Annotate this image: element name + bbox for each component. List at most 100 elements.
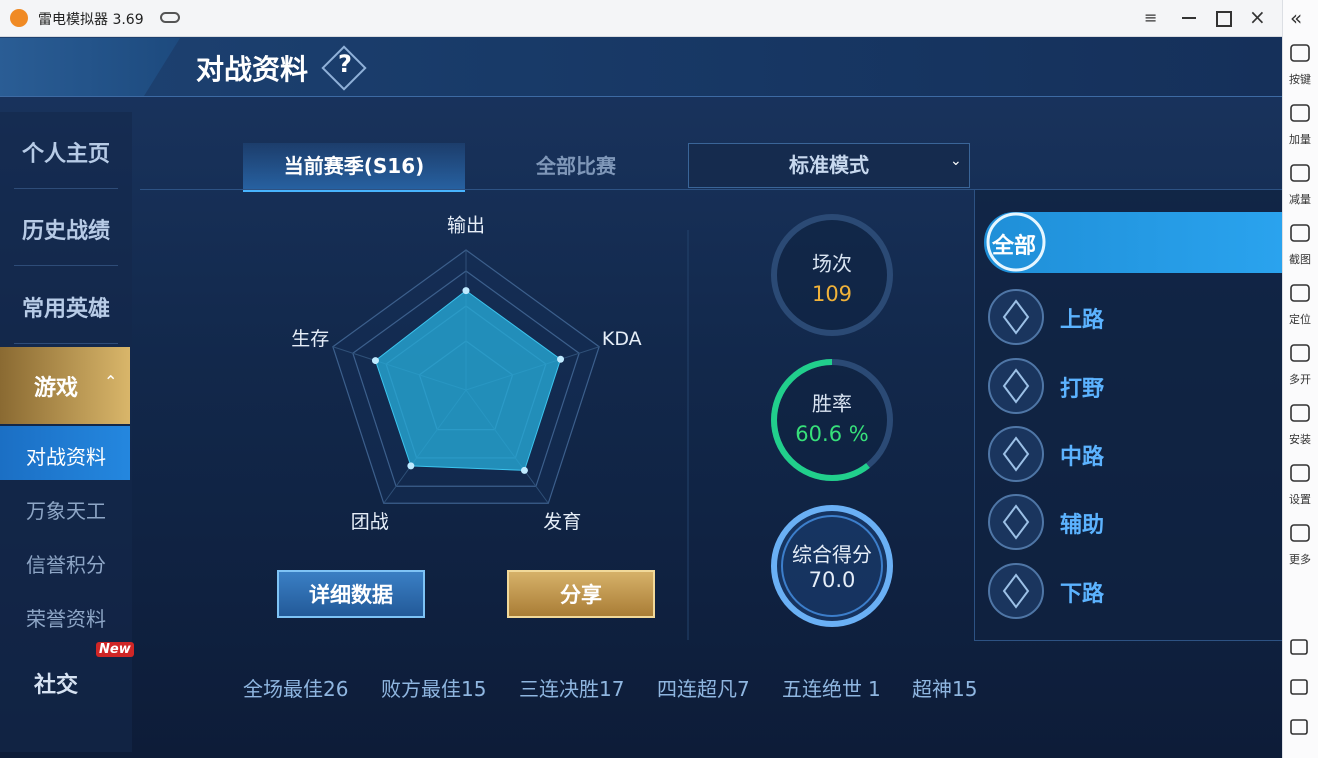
collapse-button[interactable]: « [1290, 6, 1303, 30]
radar-axis-label: 生存 [291, 328, 329, 350]
record: 败方最佳15 [381, 673, 486, 702]
sidebar-label[interactable]: 截图 [1289, 253, 1311, 266]
radar-point [557, 355, 565, 363]
sidebar-icon [1290, 164, 1310, 182]
score-label: 综合得分 [792, 543, 872, 567]
record-value: 26 [323, 677, 349, 701]
sidebar-icon [1290, 344, 1310, 362]
sidebar-label[interactable]: 设置 [1289, 493, 1311, 506]
position-glyph [1002, 504, 1030, 540]
record-label: 败方最佳 [381, 677, 461, 701]
position-icon [988, 358, 1044, 414]
record-value: 15 [461, 677, 487, 701]
sidebar-icon [1290, 44, 1310, 62]
position-item[interactable]: 下路 [1060, 582, 1105, 607]
sidebar-label[interactable]: 多开 [1289, 373, 1311, 386]
menu-item-social[interactable]: 社交 [33, 673, 78, 698]
position-item[interactable]: 中路 [1060, 445, 1105, 470]
score-inner-ring [781, 515, 883, 617]
menu-item[interactable]: 历史战绩 [21, 219, 110, 244]
position-all[interactable]: 全部 [992, 234, 1037, 259]
header [0, 36, 1282, 97]
record: 五连绝世 1 [782, 673, 881, 702]
close-button[interactable]: × [1249, 5, 1266, 29]
record-label: 三连决胜 [519, 677, 599, 701]
nav-icon [1290, 719, 1308, 735]
submenu-item[interactable]: 万象天工 [26, 499, 106, 523]
mode-dropdown[interactable] [688, 143, 970, 188]
tab[interactable]: 全部比赛 [536, 154, 616, 178]
record-label: 全场最佳 [243, 677, 323, 701]
position-all-ring [986, 212, 1046, 272]
tab-divider [140, 189, 1282, 190]
matches-value: 109 [812, 282, 852, 306]
radar-ring [352, 270, 580, 487]
sidebar-label[interactable]: 减量 [1289, 193, 1311, 206]
title-bar: 雷电模拟器 3.69 ≡ × [0, 0, 1282, 37]
score-ring [771, 505, 893, 627]
minimize-button[interactable] [1182, 17, 1196, 19]
winrate-value: 60.6 % [795, 422, 868, 446]
submenu-item[interactable]: 信誉积分 [26, 553, 106, 577]
menu-item-game[interactable]: 游戏 [33, 376, 78, 401]
position-item[interactable]: 打野 [1060, 377, 1105, 402]
sidebar-label[interactable]: 安装 [1289, 433, 1311, 446]
nav-icon [1290, 639, 1308, 655]
record: 四连超凡7 [657, 673, 750, 702]
submenu-item[interactable]: 对战资料 [26, 445, 106, 469]
sidebar-icon [1290, 464, 1310, 482]
position-icon [988, 563, 1044, 619]
winrate-label: 胜率 [812, 392, 852, 416]
menu-item[interactable]: 常用英雄 [21, 297, 110, 322]
button-share[interactable]: 分享 [507, 570, 655, 618]
position-glyph [1002, 436, 1030, 472]
position-item[interactable]: 辅助 [1060, 513, 1105, 538]
nav-icon [1290, 679, 1308, 695]
emulator-sidebar [1282, 0, 1318, 758]
sidebar-icon [1290, 524, 1310, 542]
radar-area [374, 289, 562, 471]
sidebar-label[interactable]: 更多 [1289, 553, 1311, 566]
record-label: 超神 [912, 677, 952, 701]
gamepad-icon[interactable] [160, 12, 180, 23]
position-item[interactable]: 上路 [1060, 308, 1105, 333]
help-text[interactable]: ? [338, 50, 352, 78]
radar-axis-label: KDA [602, 328, 642, 350]
sidebar-label[interactable]: 加量 [1289, 133, 1311, 146]
position-icon [988, 289, 1044, 345]
record-value: 17 [599, 677, 625, 701]
menu-sep [14, 265, 118, 266]
radar-point [371, 357, 379, 365]
window-title: 雷电模拟器 3.69 [38, 12, 144, 28]
dropdown-arrow[interactable]: ⌄ [950, 153, 962, 169]
menu-button[interactable]: ≡ [1144, 8, 1158, 27]
position-glyph [1002, 368, 1030, 404]
tab[interactable]: 当前赛季(S16) [283, 154, 425, 178]
menu-item[interactable]: 个人主页 [21, 142, 110, 167]
menu-caret[interactable]: ⌃ [104, 372, 118, 391]
radar-axis-label: 团战 [351, 511, 389, 533]
sidebar-icon [1290, 104, 1310, 122]
radar-axis-label: 输出 [447, 215, 485, 237]
radar-point [407, 462, 415, 470]
sidebar-icon [1290, 284, 1310, 302]
position-icon [988, 426, 1044, 482]
button-details[interactable]: 详细数据 [277, 570, 425, 618]
matches-label: 场次 [812, 252, 852, 276]
sidebar-label[interactable]: 定位 [1289, 313, 1311, 326]
radar-axis-label: 发育 [543, 511, 581, 533]
new-badge: New [96, 642, 134, 657]
sidebar-label[interactable]: 按键 [1289, 73, 1311, 86]
submenu-item[interactable]: 荣誉资料 [26, 607, 106, 631]
record-value: 7 [737, 677, 750, 701]
position-icon [988, 494, 1044, 550]
record-value: 1 [868, 677, 881, 701]
position-glyph [1002, 299, 1030, 335]
mode-text[interactable]: 标准模式 [789, 153, 869, 177]
maximize-button[interactable] [1216, 11, 1232, 27]
record-label: 四连超凡 [657, 677, 737, 701]
menu-sep [14, 188, 118, 189]
